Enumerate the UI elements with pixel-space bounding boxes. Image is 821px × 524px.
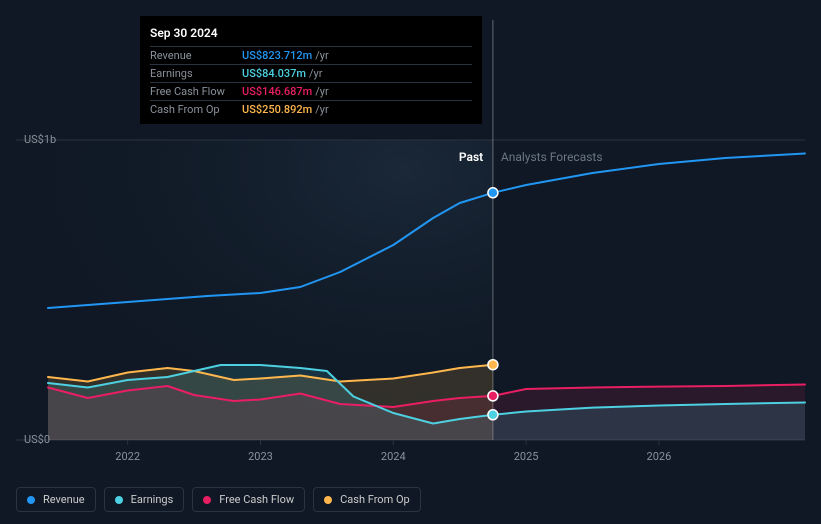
forecast-label: Analysts Forecasts [501,150,603,164]
x-tick-label: 2025 [514,450,539,463]
chart-legend: Revenue Earnings Free Cash Flow Cash From O… [16,487,421,512]
tooltip-date: Sep 30 2024 [150,22,472,46]
tooltip-metric-unit: /yr [315,103,328,116]
legend-label: Cash From Op [340,493,410,506]
tooltip-metric-unit: /yr [315,85,328,98]
tooltip-metric-unit: /yr [315,49,328,62]
tooltip-metric-label: Free Cash Flow [150,85,242,98]
legend-item-earnings[interactable]: Earnings [104,487,185,512]
legend-label: Revenue [43,493,85,506]
legend-dot-icon [115,496,123,504]
legend-item-cash-from-op[interactable]: Cash From Op [313,487,421,512]
tooltip-metric-label: Revenue [150,49,242,62]
tooltip-row: EarningsUS$84.037m/yr [150,64,472,82]
legend-label: Earnings [131,493,174,506]
legend-dot-icon [27,496,35,504]
tooltip-metric-label: Cash From Op [150,103,242,116]
tooltip-metric-value: US$146.687m [242,85,312,98]
tooltip-metric-unit: /yr [309,67,322,80]
legend-item-free-cash-flow[interactable]: Free Cash Flow [192,487,305,512]
y-tick-label: US$0 [24,433,50,446]
x-tick-label: 2023 [248,450,273,463]
y-tick-label: US$1b [24,133,56,146]
tooltip-metric-value: US$84.037m [242,67,306,80]
x-tick-label: 2026 [647,450,672,463]
legend-label: Free Cash Flow [219,493,294,506]
tooltip-metric-label: Earnings [150,67,242,80]
x-tick-label: 2024 [381,450,406,463]
x-tick-label: 2022 [115,450,140,463]
tooltip-metric-value: US$250.892m [242,103,312,116]
legend-item-revenue[interactable]: Revenue [16,487,96,512]
chart-tooltip: Sep 30 2024 RevenueUS$823.712m/yrEarning… [140,16,482,124]
past-label: Past [459,150,483,164]
legend-dot-icon [203,496,211,504]
tooltip-row: Cash From OpUS$250.892m/yr [150,100,472,118]
tooltip-row: RevenueUS$823.712m/yr [150,46,472,64]
tooltip-metric-value: US$823.712m [242,49,312,62]
financial-chart: Past Analysts Forecasts US$1b US$0 2022 20… [0,0,821,524]
legend-dot-icon [324,496,332,504]
tooltip-row: Free Cash FlowUS$146.687m/yr [150,82,472,100]
